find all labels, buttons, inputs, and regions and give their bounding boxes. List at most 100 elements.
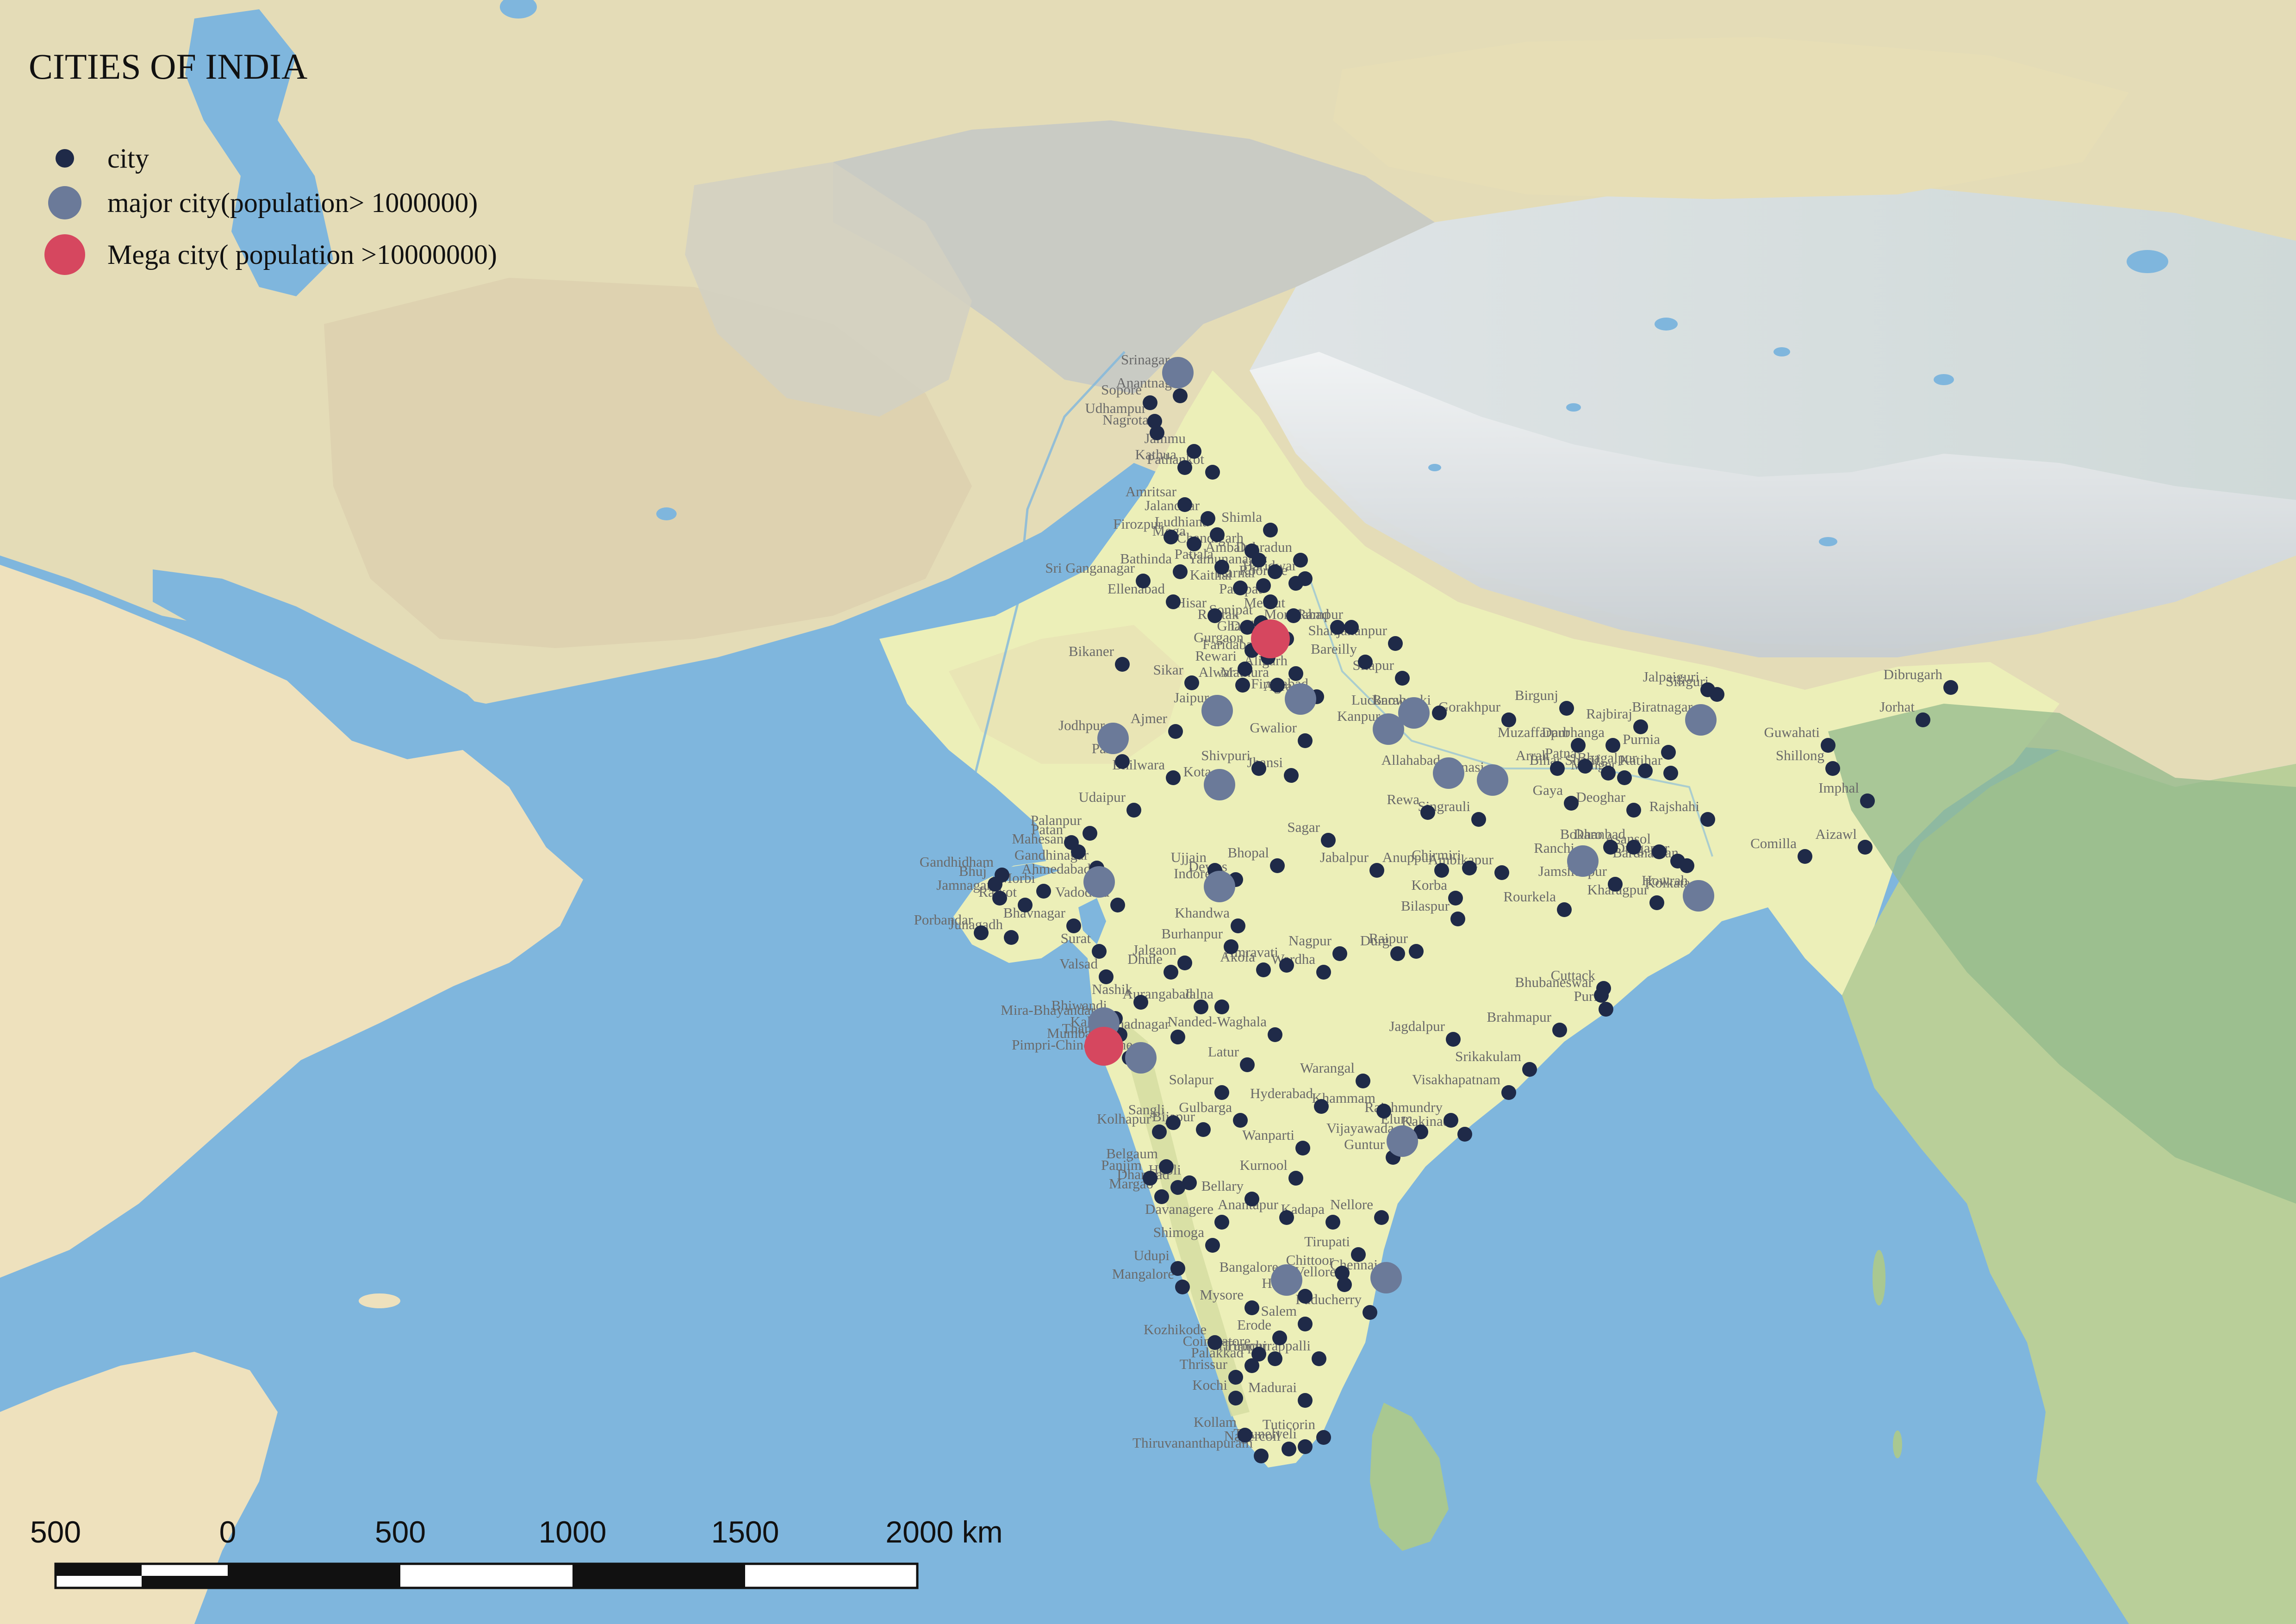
city-marker[interactable]	[1295, 1141, 1310, 1156]
city-marker[interactable]	[1244, 1192, 1259, 1206]
city-marker[interactable]	[1175, 1280, 1190, 1294]
mega-city-marker[interactable]	[1251, 619, 1290, 658]
city-marker[interactable]	[1434, 863, 1449, 878]
city-marker[interactable]	[1388, 636, 1403, 651]
major-city-marker[interactable]	[1271, 1264, 1302, 1296]
city-marker[interactable]	[1501, 1085, 1516, 1100]
city-marker[interactable]	[1092, 944, 1107, 959]
city-marker[interactable]	[1170, 1030, 1185, 1044]
city-marker[interactable]	[1603, 840, 1618, 855]
city-marker[interactable]	[1471, 812, 1486, 827]
city-marker[interactable]	[1244, 1358, 1259, 1373]
city-marker[interactable]	[1457, 1127, 1472, 1142]
city-marker[interactable]	[1254, 1449, 1269, 1463]
city-marker[interactable]	[1154, 1189, 1169, 1204]
city-marker[interactable]	[1450, 912, 1465, 926]
city-marker[interactable]	[1858, 840, 1873, 855]
city-marker[interactable]	[1501, 712, 1516, 727]
city-marker[interactable]	[1201, 511, 1215, 526]
city-marker[interactable]	[1279, 958, 1294, 973]
city-marker[interactable]	[1233, 581, 1248, 595]
city-marker[interactable]	[1147, 414, 1162, 429]
city-marker[interactable]	[1170, 1261, 1185, 1276]
city-marker[interactable]	[1298, 1289, 1313, 1304]
city-marker[interactable]	[1298, 1317, 1313, 1331]
city-marker[interactable]	[1293, 553, 1308, 568]
city-marker[interactable]	[1649, 895, 1664, 910]
city-marker[interactable]	[1356, 1074, 1370, 1088]
city-marker[interactable]	[1238, 662, 1252, 676]
city-marker[interactable]	[1376, 1104, 1391, 1118]
city-marker[interactable]	[1369, 863, 1384, 878]
city-marker[interactable]	[1115, 754, 1130, 769]
city-marker[interactable]	[1152, 1124, 1167, 1139]
city-marker[interactable]	[1256, 962, 1271, 977]
city-marker[interactable]	[1066, 918, 1081, 933]
major-city-marker[interactable]	[1204, 769, 1235, 800]
city-marker[interactable]	[1240, 620, 1255, 635]
major-city-marker[interactable]	[1204, 871, 1235, 902]
city-marker[interactable]	[1420, 805, 1435, 820]
city-marker[interactable]	[1173, 388, 1188, 403]
city-marker[interactable]	[1207, 1335, 1222, 1350]
city-marker[interactable]	[1652, 844, 1667, 859]
mega-city-marker[interactable]	[1084, 1027, 1123, 1066]
city-marker[interactable]	[1018, 898, 1033, 912]
major-city-marker[interactable]	[1683, 880, 1714, 912]
city-marker[interactable]	[1409, 944, 1424, 959]
city-marker[interactable]	[1231, 918, 1245, 933]
city-marker[interactable]	[1374, 1210, 1389, 1225]
city-marker[interactable]	[1164, 965, 1178, 980]
city-marker[interactable]	[1282, 1442, 1296, 1456]
major-city-marker[interactable]	[1433, 757, 1464, 789]
city-marker[interactable]	[1187, 444, 1201, 459]
major-city-marker[interactable]	[1387, 1125, 1418, 1157]
city-marker[interactable]	[1143, 1171, 1157, 1186]
city-marker[interactable]	[1177, 956, 1192, 970]
city-marker[interactable]	[1825, 761, 1840, 776]
city-marker[interactable]	[1224, 939, 1238, 954]
city-marker[interactable]	[1312, 1351, 1326, 1366]
city-marker[interactable]	[1251, 1347, 1266, 1362]
city-marker[interactable]	[1166, 594, 1181, 609]
city-marker[interactable]	[1187, 537, 1201, 551]
city-marker[interactable]	[1552, 1023, 1567, 1037]
city-marker[interactable]	[1240, 1057, 1255, 1072]
city-marker[interactable]	[1233, 1113, 1248, 1128]
city-marker[interactable]	[1446, 1032, 1461, 1047]
city-marker[interactable]	[1263, 594, 1278, 609]
city-marker[interactable]	[1228, 1370, 1243, 1385]
city-marker[interactable]	[1557, 902, 1572, 917]
city-marker[interactable]	[1284, 768, 1299, 783]
city-marker[interactable]	[1214, 1085, 1229, 1100]
major-city-marker[interactable]	[1162, 357, 1194, 388]
city-marker[interactable]	[1821, 738, 1836, 753]
city-marker[interactable]	[1143, 395, 1157, 410]
city-marker[interactable]	[1110, 898, 1125, 912]
major-city-marker[interactable]	[1083, 866, 1115, 898]
city-marker[interactable]	[1126, 803, 1141, 818]
city-marker[interactable]	[1268, 564, 1282, 579]
city-marker[interactable]	[1337, 1277, 1352, 1292]
city-marker[interactable]	[1564, 796, 1579, 811]
city-marker[interactable]	[1272, 1330, 1287, 1345]
major-city-marker[interactable]	[1285, 683, 1316, 715]
city-marker[interactable]	[1177, 497, 1192, 512]
city-marker[interactable]	[1268, 1027, 1282, 1042]
city-marker[interactable]	[1395, 671, 1410, 686]
city-marker[interactable]	[1700, 682, 1715, 697]
city-marker[interactable]	[1207, 608, 1222, 623]
city-marker[interactable]	[1335, 1266, 1350, 1280]
city-marker[interactable]	[1316, 1430, 1331, 1445]
city-marker[interactable]	[1605, 738, 1620, 753]
major-city-marker[interactable]	[1097, 723, 1129, 754]
city-marker[interactable]	[1522, 1062, 1537, 1077]
city-marker[interactable]	[1256, 578, 1271, 593]
city-marker[interactable]	[1599, 1002, 1613, 1017]
city-marker[interactable]	[1166, 770, 1181, 785]
city-marker[interactable]	[1214, 999, 1229, 1014]
city-marker[interactable]	[1298, 733, 1313, 748]
city-marker[interactable]	[1184, 675, 1199, 690]
city-marker[interactable]	[1432, 706, 1447, 720]
city-marker[interactable]	[1263, 523, 1278, 537]
